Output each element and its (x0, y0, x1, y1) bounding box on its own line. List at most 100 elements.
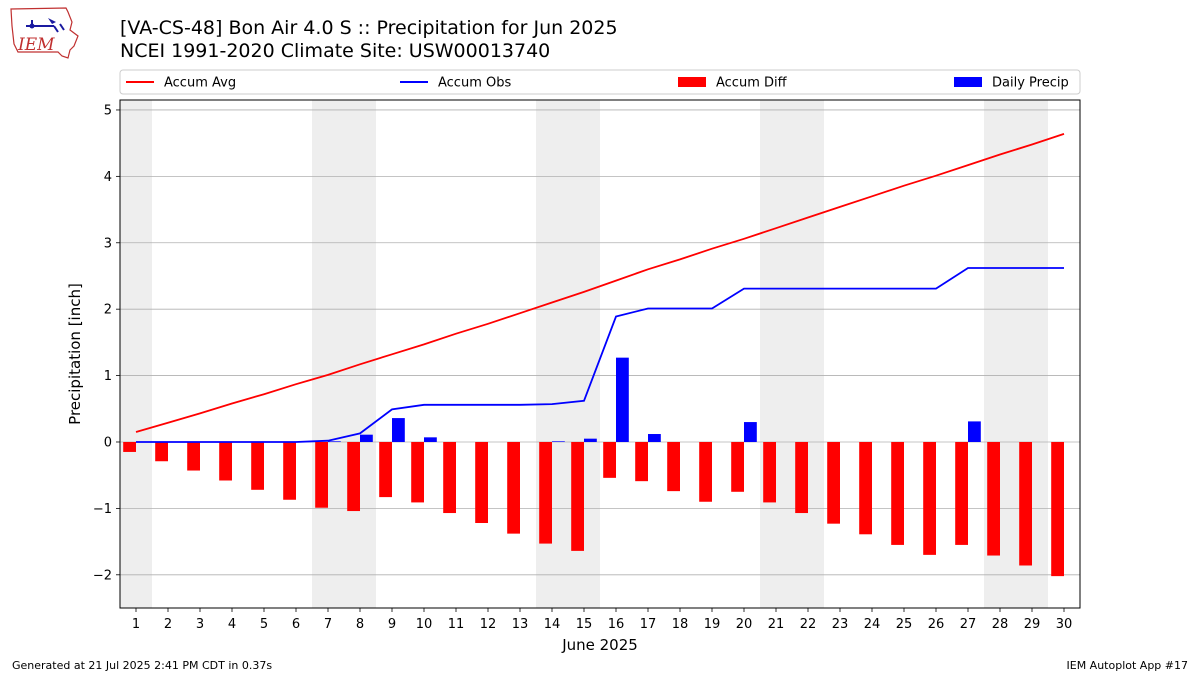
legend: Accum Avg Accum Obs Accum Diff Daily Precip (119, 69, 1081, 95)
logo-text: IEM (17, 35, 55, 55)
accum-diff-bar (219, 441, 232, 481)
x-tick-label: 22 (800, 617, 817, 632)
accum-diff-bar (667, 441, 680, 492)
x-tick-label: 30 (1056, 617, 1073, 632)
daily-precip-bar (648, 434, 661, 442)
legend-box (119, 69, 1081, 95)
y-tick-label: 0 (104, 435, 112, 450)
legend-label: Accum Obs (438, 76, 511, 91)
accum-diff-bar (251, 441, 264, 490)
x-tick-label: 14 (544, 617, 561, 632)
accum-diff-bar (443, 441, 456, 514)
accum-obs-line (136, 267, 1064, 443)
x-tick-label: 21 (768, 617, 785, 632)
daily-precip-bar (552, 441, 565, 442)
y-tick-label: 5 (104, 103, 112, 118)
app-credit: IEM Autoplot App #17 (1066, 659, 1189, 672)
x-axis-label: June 2025 (561, 636, 638, 654)
accum-diff-bar (315, 441, 328, 508)
daily-precip-bar (392, 418, 405, 442)
accum-diff-bar (539, 441, 552, 544)
x-tick-label: 4 (228, 617, 236, 632)
x-tick-label: 15 (576, 617, 593, 632)
weekend-band (312, 100, 376, 608)
x-tick-label: 13 (512, 617, 529, 632)
chart-title: [VA-CS-48] Bon Air 4.0 S :: Precipitatio… (120, 17, 618, 39)
x-tick-label: 10 (416, 617, 433, 632)
accum-diff-bar (379, 441, 392, 498)
daily-precip-bar (360, 434, 373, 442)
weekend-band (760, 100, 824, 608)
accum-diff-bar (795, 441, 808, 514)
lines (135, 133, 1065, 443)
x-tick-label: 27 (960, 617, 977, 632)
accum-diff-bar (699, 441, 712, 502)
generated-timestamp: Generated at 21 Jul 2025 2:41 PM CDT in … (12, 659, 273, 672)
plot-frame (119, 99, 1081, 609)
x-tick-label: 1 (132, 617, 140, 632)
daily-precip-bar (584, 438, 597, 442)
x-tick-label: 23 (832, 617, 849, 632)
x-tick-label: 9 (388, 617, 396, 632)
y-tick-label: 3 (104, 236, 112, 251)
x-tick-label: 16 (608, 617, 625, 632)
legend-label: Daily Precip (992, 76, 1069, 91)
accum-diff-bar (411, 441, 424, 503)
x-tick-label: 24 (864, 617, 881, 632)
legend-label: Accum Avg (164, 76, 236, 91)
iowa-outline (10, 7, 79, 59)
accum-diff-bar (859, 441, 872, 535)
accum-diff-bar (571, 441, 584, 551)
daily-precip-bar (744, 422, 757, 442)
accum-diff-bar (603, 441, 616, 478)
y-tick-label: 2 (104, 303, 112, 318)
daily-precip-bar (328, 441, 341, 442)
accum-diff-bar (155, 441, 168, 462)
y-axis-label: Precipitation [inch] (66, 283, 84, 425)
accum-diff-bar (123, 441, 136, 452)
legend-swatch (678, 77, 706, 87)
chart-subtitle: NCEI 1991-2020 Climate Site: USW00013740 (120, 40, 551, 62)
x-tick-label: 25 (896, 617, 913, 632)
x-tick-label: 5 (260, 617, 268, 632)
x-tick-label: 11 (448, 617, 465, 632)
x-tick-label: 19 (704, 617, 721, 632)
weekend-band (120, 100, 152, 608)
daily-precip-bar (968, 421, 981, 442)
x-tick-label: 6 (292, 617, 300, 632)
accum-diff-bar (475, 441, 488, 524)
x-tick-label: 26 (928, 617, 945, 632)
accum-diff-bar (283, 441, 296, 500)
x-tick-label: 18 (672, 617, 689, 632)
y-tick-label: 1 (104, 369, 112, 384)
accum-diff-bar (1019, 441, 1032, 566)
x-tick-label: 20 (736, 617, 753, 632)
accum-diff-bar (507, 441, 520, 534)
x-tick-label: 17 (640, 617, 657, 632)
x-tick-label: 12 (480, 617, 497, 632)
bars (123, 357, 1064, 577)
accum-diff-bar (891, 441, 904, 545)
y-tick-label: 4 (104, 170, 112, 185)
accum-diff-bar (987, 441, 1000, 556)
accum-diff-bar (731, 441, 744, 492)
accum-diff-bar (827, 441, 840, 524)
y-tick-label: −2 (93, 568, 112, 583)
x-tick-label: 8 (356, 617, 364, 632)
daily-precip-bar (616, 357, 629, 442)
x-tick-label: 3 (196, 617, 204, 632)
iem-logo: IEM (10, 7, 79, 59)
x-tick-label: 29 (1024, 617, 1041, 632)
accum-diff-bar (187, 441, 200, 471)
weather-station-icon (26, 20, 65, 33)
accum-diff-bar (1051, 441, 1064, 577)
x-tick-label: 2 (164, 617, 172, 632)
legend-label: Accum Diff (716, 76, 788, 91)
accum-diff-bar (347, 441, 360, 512)
accum-diff-bar (923, 441, 936, 555)
y-tick-label: −1 (93, 502, 112, 517)
accum-diff-bar (635, 441, 648, 482)
x-tick-label: 7 (324, 617, 332, 632)
